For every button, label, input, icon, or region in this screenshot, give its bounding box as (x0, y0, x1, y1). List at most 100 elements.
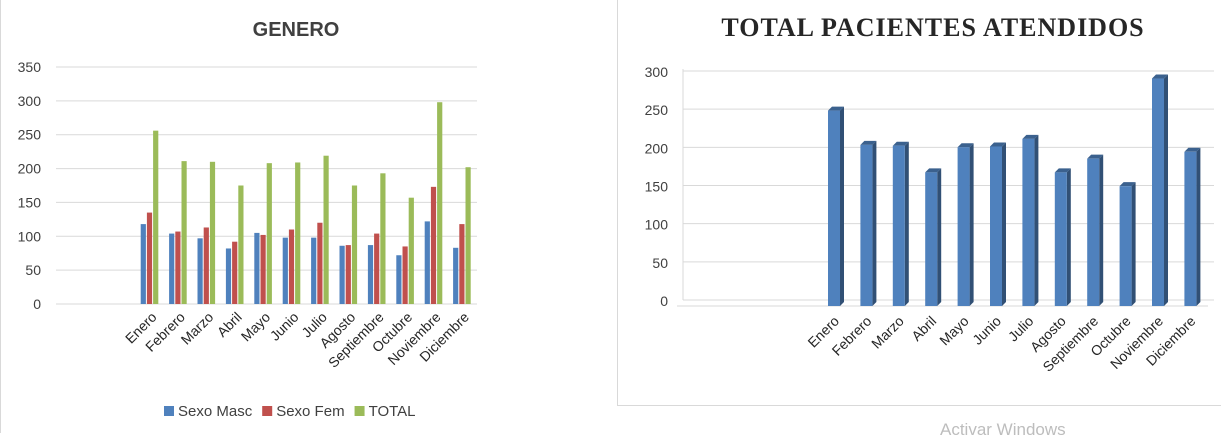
bar-sexo-fem (402, 246, 408, 304)
y-tick-label: 300 (645, 64, 669, 80)
y-tick-label: 50 (652, 255, 668, 271)
bar-sexo-masc (453, 247, 459, 304)
bar-total (153, 130, 159, 304)
bar-total (238, 185, 244, 304)
bar-front-face (990, 146, 1002, 306)
x-tick-label: Marzo (178, 309, 217, 348)
bar-sexo-fem (175, 231, 181, 304)
bar-front-face (1152, 78, 1164, 306)
bar-total (437, 102, 443, 304)
bar-side-face (1034, 134, 1039, 306)
bar-sexo-fem (345, 245, 351, 304)
bar-sexo-masc (367, 245, 374, 304)
bar-side-face (1164, 74, 1168, 306)
bar-total (1152, 74, 1168, 306)
bar-side-face (1131, 182, 1136, 306)
bar-sexo-masc (282, 237, 288, 304)
y-tick-label: 250 (18, 127, 42, 143)
bar-top-face (957, 143, 974, 148)
bar-front-face (828, 110, 840, 306)
bar-side-face (1099, 154, 1104, 306)
bar-top-face (1184, 147, 1201, 152)
bar-top-face (990, 142, 1006, 147)
bar-sexo-masc (396, 255, 402, 304)
bar-total (209, 161, 216, 304)
bar-top-face (1152, 74, 1168, 79)
y-tick-label: 0 (660, 293, 668, 309)
bar-top-face (828, 106, 844, 111)
x-tick-label: Marzo (868, 313, 907, 352)
bar-total (1119, 182, 1136, 306)
bar-sexo-masc (140, 224, 146, 304)
bar-top-face (1054, 168, 1071, 173)
y-tick-label: 150 (18, 194, 42, 210)
bar-front-face (925, 172, 938, 306)
x-tick-label: Junio (267, 309, 302, 344)
bar-sexo-fem (232, 241, 238, 304)
bar-top-face (1087, 154, 1104, 159)
bar-sexo-fem (374, 233, 380, 304)
bar-total (181, 161, 187, 304)
bar-side-face (1196, 147, 1201, 306)
x-tick-label: Mayo (936, 313, 972, 349)
bar-total (1054, 168, 1071, 306)
bar-total (323, 155, 329, 304)
bar-sexo-masc (339, 245, 345, 304)
bar-total (828, 106, 844, 306)
bar-sexo-fem (203, 227, 209, 304)
bar-front-face (1054, 172, 1067, 306)
total-pacientes-chart: TOTAL PACIENTES ATENDIDOS 0 50 100 150 200 250… (645, 13, 1214, 375)
bar-total (1022, 134, 1039, 306)
legend-swatch (354, 406, 365, 416)
bar-sexo-fem (146, 212, 153, 304)
activation-watermark: Activar Windows (940, 420, 1066, 439)
bar-top-face (925, 168, 942, 173)
y-tick-label: 100 (645, 217, 669, 233)
bar-total (465, 167, 471, 304)
bar-total (408, 197, 414, 304)
bar-total (892, 141, 909, 306)
x-tick-label: Junio (969, 313, 1004, 348)
bar-total (990, 142, 1006, 306)
bar-sexo-fem (260, 234, 266, 304)
y-tick-label: 200 (18, 161, 42, 177)
bar-total (957, 143, 974, 306)
genero-chart: GENERO050100150200250300350EneroFebreroM… (18, 19, 477, 420)
bar-top-face (860, 140, 877, 145)
genero-chart-panel: GENERO 0 50 100 150 200 250 300 350 Enero Febrero M… (0, 0, 593, 433)
bar-sexo-masc (197, 238, 203, 304)
bar-front-face (1184, 151, 1197, 306)
bar-top-face (892, 141, 909, 146)
x-tick-label: Mayo (238, 309, 274, 345)
bar-side-face (872, 140, 877, 306)
bar-sexo-masc (254, 232, 260, 304)
bar-front-face (957, 147, 970, 306)
bar-front-face (1022, 138, 1035, 306)
bar-total (295, 162, 301, 304)
bar-side-face (937, 168, 942, 306)
bar-sexo-fem (430, 186, 437, 304)
bar-sexo-fem (317, 222, 323, 304)
bar-sexo-masc (424, 221, 430, 304)
bar-sexo-masc (311, 237, 317, 304)
bar-total (266, 163, 272, 304)
chart-title: TOTAL PACIENTES ATENDIDOS (721, 13, 1144, 42)
bar-sexo-masc (225, 248, 232, 304)
bar-side-face (1002, 142, 1006, 306)
bar-total (860, 140, 877, 306)
y-tick-label: 250 (645, 102, 669, 118)
y-tick-label: 0 (33, 296, 41, 312)
bar-front-face (892, 145, 905, 306)
y-tick-label: 350 (18, 59, 42, 75)
bar-front-face (1119, 186, 1132, 306)
bar-top-face (1022, 134, 1039, 139)
legend-label: Sexo Fem (276, 403, 344, 420)
bar-total (1184, 147, 1201, 306)
bar-side-face (1066, 168, 1071, 306)
bar-front-face (1087, 158, 1100, 306)
bar-sexo-fem (288, 229, 295, 304)
y-tick-label: 300 (18, 93, 42, 109)
bar-side-face (904, 141, 909, 306)
y-tick-label: 100 (18, 228, 42, 244)
y-tick-label: 200 (645, 140, 669, 156)
